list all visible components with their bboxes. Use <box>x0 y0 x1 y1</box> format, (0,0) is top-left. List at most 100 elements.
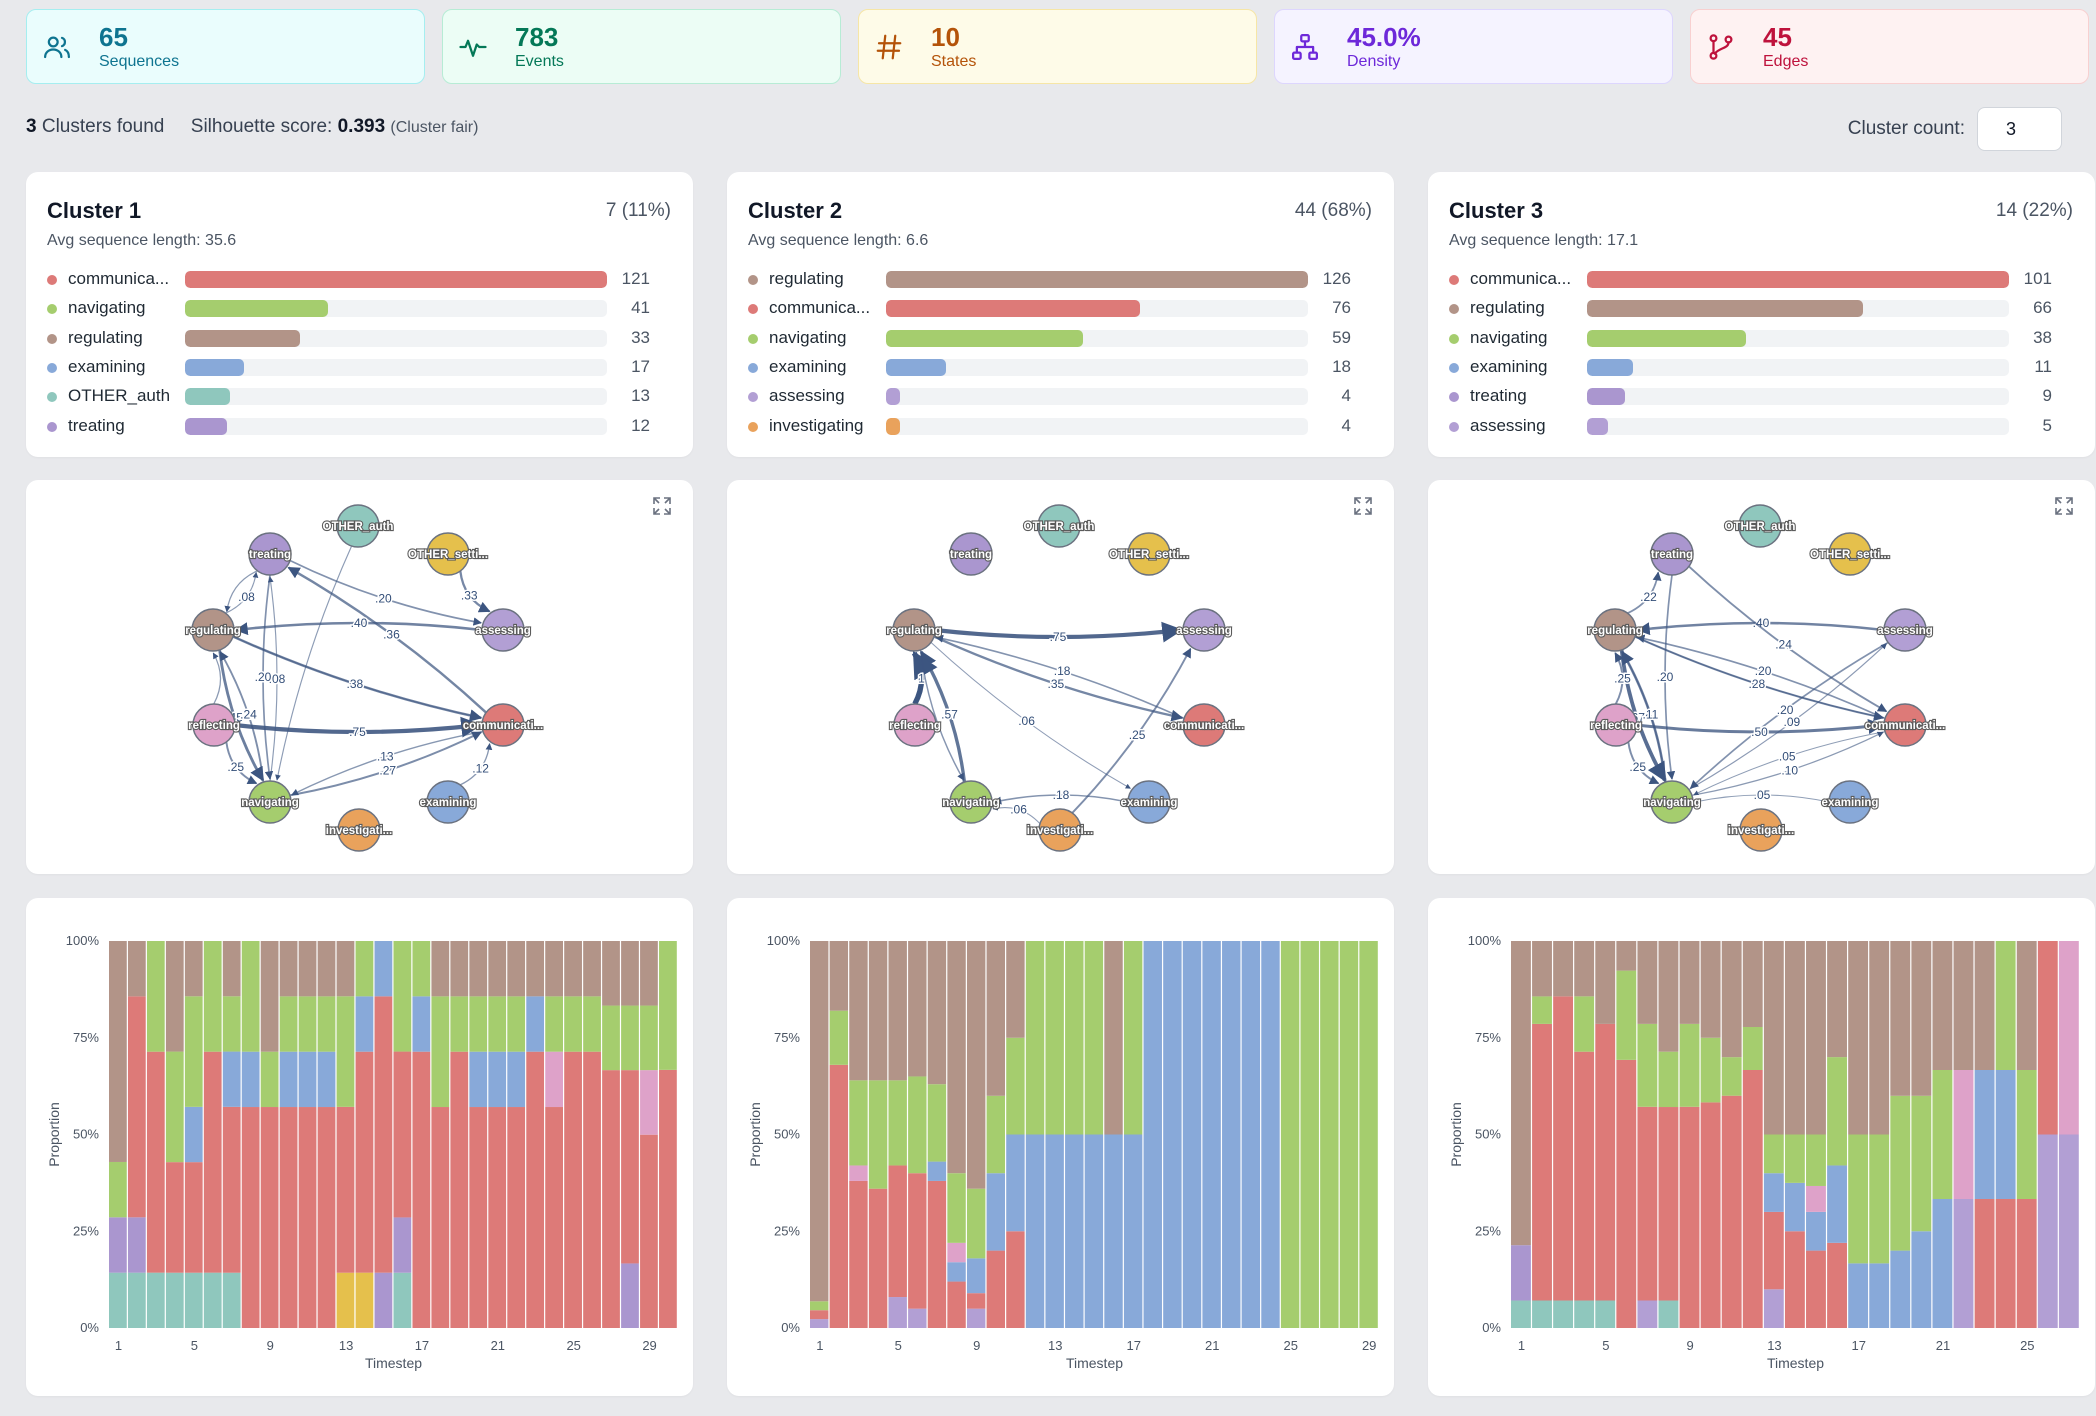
y-tick-label: 0% <box>80 1320 99 1335</box>
state-node[interactable] <box>949 532 993 576</box>
stacked-bar-segment <box>659 941 677 1070</box>
state-color-dot <box>748 275 758 285</box>
stacked-bar-segment <box>374 941 393 997</box>
stacked-bar-segment <box>1932 1070 1953 1199</box>
state-node[interactable] <box>1739 808 1783 852</box>
x-axis-label: Timestep <box>1066 1355 1123 1371</box>
stacked-bar-segment <box>165 1162 184 1273</box>
state-node[interactable] <box>191 608 235 652</box>
stacked-bar-segment <box>966 941 986 1189</box>
state-node[interactable] <box>481 703 525 747</box>
stacked-bar-segment <box>1700 941 1721 1038</box>
x-tick-label: 1 <box>816 1338 823 1353</box>
stacked-bar-segment <box>966 1293 986 1309</box>
expand-icon[interactable] <box>2055 497 2073 515</box>
stacked-bar-segment <box>1784 941 1805 1135</box>
state-node[interactable] <box>1038 808 1082 852</box>
network-icon <box>1289 31 1321 63</box>
state-node-label: investigati... <box>1728 825 1794 837</box>
state-node[interactable] <box>1883 608 1927 652</box>
stacked-bar-segment <box>1869 1263 1890 1328</box>
state-node[interactable] <box>893 703 937 747</box>
transition-edge <box>1634 635 1885 721</box>
state-frequency-bar-track <box>886 388 1308 406</box>
y-tick-label: 25% <box>1475 1223 1501 1238</box>
cluster-network-card-2: .75.18.35.06.57 1.25.18.06 OTHER_auth OTHER… <box>727 480 1394 874</box>
edge-weight-label: .50 <box>1751 725 1768 739</box>
state-node[interactable] <box>426 532 470 576</box>
expand-icon[interactable] <box>1354 497 1372 515</box>
state-node[interactable] <box>1127 532 1171 576</box>
state-node[interactable] <box>336 504 380 548</box>
state-count: 17 <box>631 356 650 376</box>
stacked-bar-segment <box>507 1051 526 1108</box>
state-node[interactable] <box>1828 532 1872 576</box>
state-node[interactable] <box>892 608 936 652</box>
cluster-count-input[interactable] <box>1977 107 2062 151</box>
stacked-bar-segment <box>355 941 374 997</box>
stacked-bar-segment <box>1890 941 1911 1096</box>
state-count: 9 <box>2042 386 2052 406</box>
state-node[interactable] <box>1650 532 1694 576</box>
stacked-bar-segment <box>279 941 298 997</box>
stacked-bar-segment <box>1025 941 1045 1135</box>
stacked-bar-segment <box>431 1107 450 1328</box>
state-node[interactable] <box>1883 703 1927 747</box>
edge-weight-label: .11 <box>1643 708 1659 722</box>
stat-value: 45.0% <box>1347 21 1421 52</box>
state-color-dot <box>1449 392 1459 403</box>
stat-card-density: 45.0% Density <box>1274 9 1673 84</box>
state-node[interactable] <box>1182 608 1226 652</box>
stacked-bar-segment <box>109 1161 127 1218</box>
stacked-bar-segment <box>1679 941 1700 1024</box>
state-frequency-row: OTHER_auth 13 <box>47 385 672 409</box>
state-frequency-bar <box>185 300 329 318</box>
state-frequency-bar <box>185 388 231 406</box>
y-tick-label: 0% <box>781 1320 800 1335</box>
state-node[interactable] <box>1828 780 1872 824</box>
state-node[interactable] <box>426 780 470 824</box>
state-color-dot <box>47 275 57 285</box>
stacked-bar-segment <box>1553 941 1574 997</box>
state-node[interactable] <box>337 808 381 852</box>
state-frequency-row: regulating 66 <box>1449 297 2074 321</box>
state-node-label: treating <box>950 549 992 561</box>
state-node[interactable] <box>1738 504 1782 548</box>
state-node[interactable] <box>1594 703 1638 747</box>
stacked-bar-segment <box>488 1051 507 1108</box>
edge-weight-label: .08 <box>238 590 255 604</box>
state-node[interactable] <box>248 780 292 824</box>
x-tick-label: 21 <box>491 1338 505 1353</box>
x-axis-label: Timestep <box>365 1355 422 1371</box>
state-frequency-bar-track <box>185 417 607 435</box>
state-node[interactable] <box>248 532 292 576</box>
stacked-bar-segment <box>222 941 241 997</box>
state-node[interactable] <box>481 608 525 652</box>
stacked-bar-segment <box>888 1165 907 1298</box>
state-name: regulating <box>68 327 143 347</box>
state-frequency-bar <box>1587 300 1863 318</box>
stacked-bar-segment <box>1953 1070 1974 1199</box>
stacked-bar-segment <box>1763 1134 1784 1174</box>
cluster-size: 14 (22%) <box>1995 200 2073 221</box>
stacked-bar-segment <box>829 1064 849 1328</box>
transition-edge <box>992 805 1041 825</box>
stacked-bar-segment <box>393 1217 412 1273</box>
state-frequency-row: communica... 121 <box>47 268 672 292</box>
state-node[interactable] <box>1593 608 1637 652</box>
edge-weight-label: .25 <box>1129 728 1146 742</box>
state-node[interactable] <box>1650 780 1694 824</box>
state-frequency-row: assessing 5 <box>1449 415 2074 439</box>
state-node[interactable] <box>1127 780 1171 824</box>
expand-icon[interactable] <box>653 497 671 515</box>
state-node[interactable] <box>1037 504 1081 548</box>
stacked-bar-segment <box>184 1272 203 1328</box>
edge-weight-label: .08 <box>269 672 286 686</box>
state-node[interactable] <box>949 780 993 824</box>
state-node-label: reflecting <box>889 720 941 732</box>
transition-edge <box>1614 652 1624 705</box>
stat-value: 65 <box>99 21 128 52</box>
state-node[interactable] <box>192 703 236 747</box>
y-axis-label: Proportion <box>1448 1102 1464 1167</box>
state-node[interactable] <box>1182 703 1226 747</box>
